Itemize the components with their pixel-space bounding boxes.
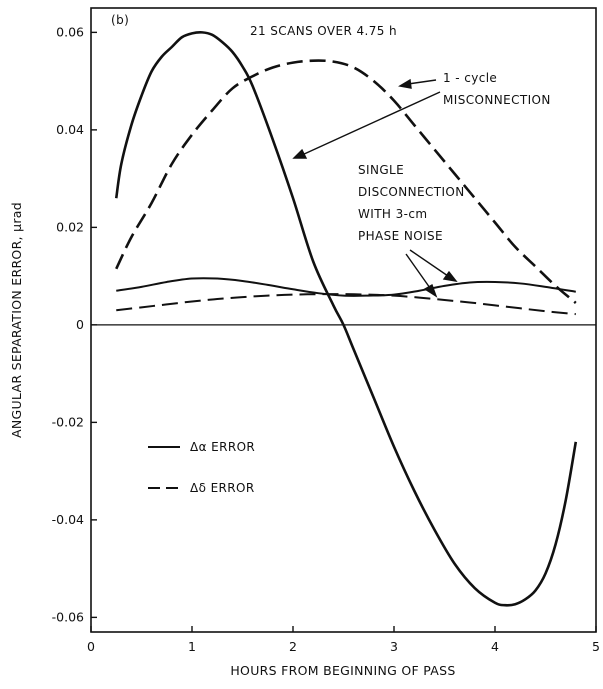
y-tick-label: -0.04 xyxy=(52,512,84,527)
annotation-arrows xyxy=(292,78,458,298)
x-tick-label: 4 xyxy=(491,639,499,654)
annotation-scans: 21 SCANS OVER 4.75 h xyxy=(250,24,397,38)
arrow-disconnection-to-solid xyxy=(409,249,449,277)
legend-label-delta-alpha: Δα ERROR xyxy=(190,440,255,454)
annotation-misconnection-line2: MISCONNECTION xyxy=(443,93,551,107)
x-tick-label: 1 xyxy=(188,639,196,654)
series-line-1 xyxy=(114,31,578,607)
x-tick-label: 2 xyxy=(289,639,297,654)
arrowhead-misconnection-solid xyxy=(292,148,308,159)
y-tick-label: 0.02 xyxy=(56,219,84,234)
plot-frame xyxy=(90,7,597,633)
annotation-disconnection-line2: DISCONNECTION xyxy=(358,185,465,199)
x-tick-label: 0 xyxy=(87,639,95,654)
y-tick-label: 0 xyxy=(76,317,84,332)
ticks-layer: 0 1 2 3 4 5 0.06 0.04 0.02 0 -0.02 -0.04 -0.06 xyxy=(52,24,600,654)
annotation-misconnection-line1: 1 - cycle xyxy=(443,71,497,85)
y-tick-label: 0.06 xyxy=(56,24,84,39)
series-line-2 xyxy=(115,59,577,304)
annotation-disconnection-line3: WITH 3-cm xyxy=(358,207,427,221)
annotation-disconnection-line4: PHASE NOISE xyxy=(358,229,443,243)
arrow-misconnection-to-dashed xyxy=(407,79,437,85)
x-tick-label: 5 xyxy=(592,639,600,654)
arrowhead-misconnection-dashed xyxy=(398,78,412,89)
x-axis-title: HOURS FROM BEGINNING OF PASS xyxy=(230,663,455,678)
panel-label: (b) xyxy=(111,13,129,27)
annotation-disconnection-line1: SINGLE xyxy=(358,163,404,177)
lines-layer xyxy=(114,31,578,607)
y-tick-label: -0.06 xyxy=(52,609,84,624)
y-tick-label: 0.04 xyxy=(56,122,84,137)
x-tick-label: 3 xyxy=(390,639,398,654)
series-line-3 xyxy=(116,277,576,297)
y-axis-title: ANGULAR SEPARATION ERROR, μrad xyxy=(9,202,24,438)
arrow-disconnection-to-dashed xyxy=(405,253,431,289)
series-line-4 xyxy=(116,293,576,316)
arrowhead-disconnection-dashed xyxy=(423,283,438,298)
legend-label-delta-delta: Δδ ERROR xyxy=(190,481,255,495)
legend: Δα ERROR Δδ ERROR xyxy=(148,440,255,495)
arrowhead-disconnection-solid xyxy=(442,270,458,282)
arrow-misconnection-to-solid xyxy=(301,91,441,156)
y-tick-label: -0.02 xyxy=(52,414,84,429)
